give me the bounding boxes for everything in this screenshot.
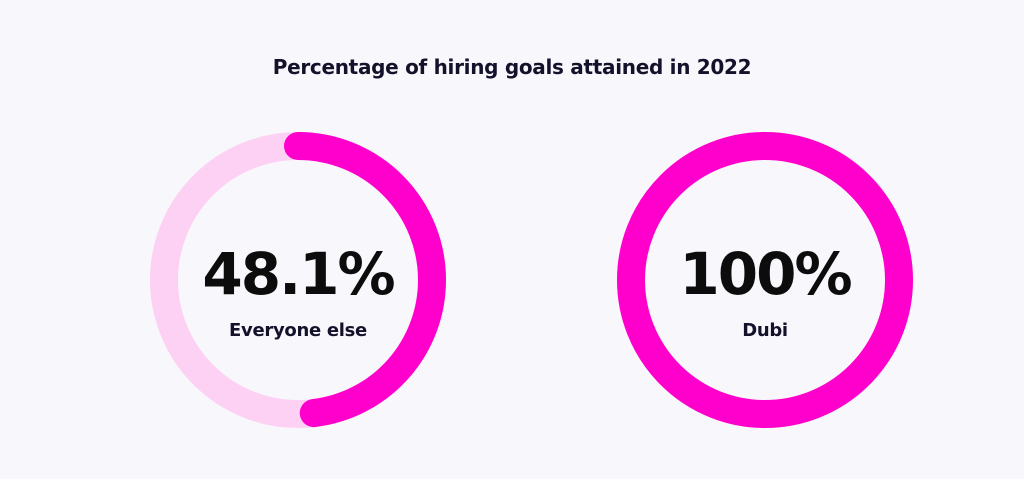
- donut-label-everyone-else: Everyone else: [229, 320, 367, 341]
- donut-svg-dubi: [617, 132, 913, 428]
- chart-title: Percentage of hiring goals attained in 2…: [272, 55, 752, 79]
- donut-arc-everyone-else: [150, 132, 446, 428]
- donut-label-dubi: Dubi: [742, 320, 788, 341]
- donut-svg-everyone-else: [150, 132, 446, 428]
- donut-value-everyone-else: 48.1%: [202, 240, 395, 308]
- donut-chart-everyone-else: 48.1% Everyone else: [148, 130, 448, 430]
- donut-value-dubi: 100%: [679, 240, 852, 308]
- donut-arc-dubi: [617, 132, 913, 428]
- donut-chart-dubi: 100% Dubi: [615, 130, 915, 430]
